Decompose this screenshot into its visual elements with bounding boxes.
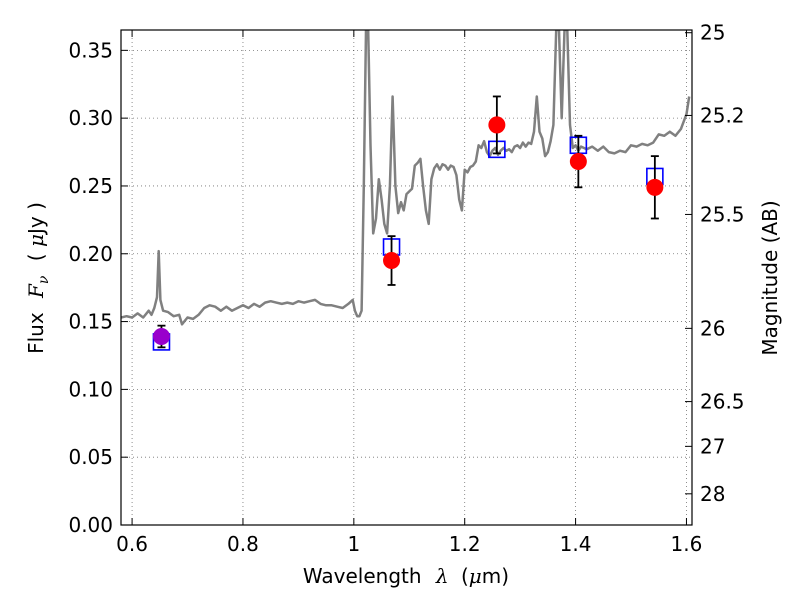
x-axis-label-mu: μ (469, 564, 482, 588)
y2-tick-label: 26.5 (700, 390, 745, 414)
y2-tick-label: 28 (700, 482, 725, 506)
grid (121, 30, 692, 525)
observed-point (646, 178, 664, 196)
observed-point (488, 116, 506, 134)
y-axis-label-mu: μ (24, 234, 48, 247)
x-axis-label: Wavelength λ (μm) (303, 564, 509, 588)
y-tick-label: 0.05 (68, 445, 113, 469)
y2-tick-label: 25.5 (700, 202, 745, 226)
y-tick-label: 0.15 (68, 310, 113, 334)
y2-tick-label: 25.2 (700, 103, 745, 127)
x-axis-label-word: Wavelength (303, 564, 422, 588)
y2-axis-label: Magnitude (AB) (758, 200, 782, 355)
x-axis-label-rest: m) (482, 564, 509, 588)
observed-point (152, 327, 170, 345)
observed-point (383, 252, 401, 270)
y2-tick-label: 27 (700, 434, 725, 458)
spectrum-line (121, 30, 691, 326)
y-tick-label: 0.35 (68, 38, 113, 62)
y-tick-label: 0.25 (68, 174, 113, 198)
y-axis-label-symbol: F (24, 283, 48, 299)
x-tick-label: 1.2 (449, 532, 481, 556)
y2-tick-label: 26 (700, 316, 725, 340)
y-tick-label: 0.10 (68, 377, 113, 401)
x-tick-label: 1 (347, 532, 360, 556)
x-axis-label-open: ( (461, 564, 469, 588)
x-tick-label: 0.8 (227, 532, 259, 556)
y2-tick-label: 25 (700, 21, 725, 45)
y-axis-label-word: Flux (24, 312, 48, 354)
y-axis-label-sub: ν (36, 275, 52, 284)
y-axis-label-rest: Jy ) (24, 202, 48, 236)
y-tick-label: 0.00 (68, 513, 113, 537)
x-axis-label-symbol: λ (435, 564, 449, 588)
x-tick-label: 1.4 (560, 532, 592, 556)
observed-point (569, 153, 587, 171)
points-layer (152, 95, 664, 351)
ticks (121, 30, 692, 526)
y-axis-label: Flux Fν ( μJy ) (24, 202, 53, 354)
tick-labels: 0.6 0.8 1 1.2 1.4 1.6 0.00 0.05 0.10 0.15 0.20 0.25… (68, 21, 744, 556)
series-layer (121, 30, 691, 326)
y-tick-label: 0.20 (68, 242, 113, 266)
plot-frame (120, 29, 693, 526)
y-axis-label-open: ( (24, 247, 48, 261)
x-tick-label: 1.6 (671, 532, 703, 556)
x-tick-label: 0.6 (116, 532, 148, 556)
y-tick-label: 0.30 (68, 106, 113, 130)
